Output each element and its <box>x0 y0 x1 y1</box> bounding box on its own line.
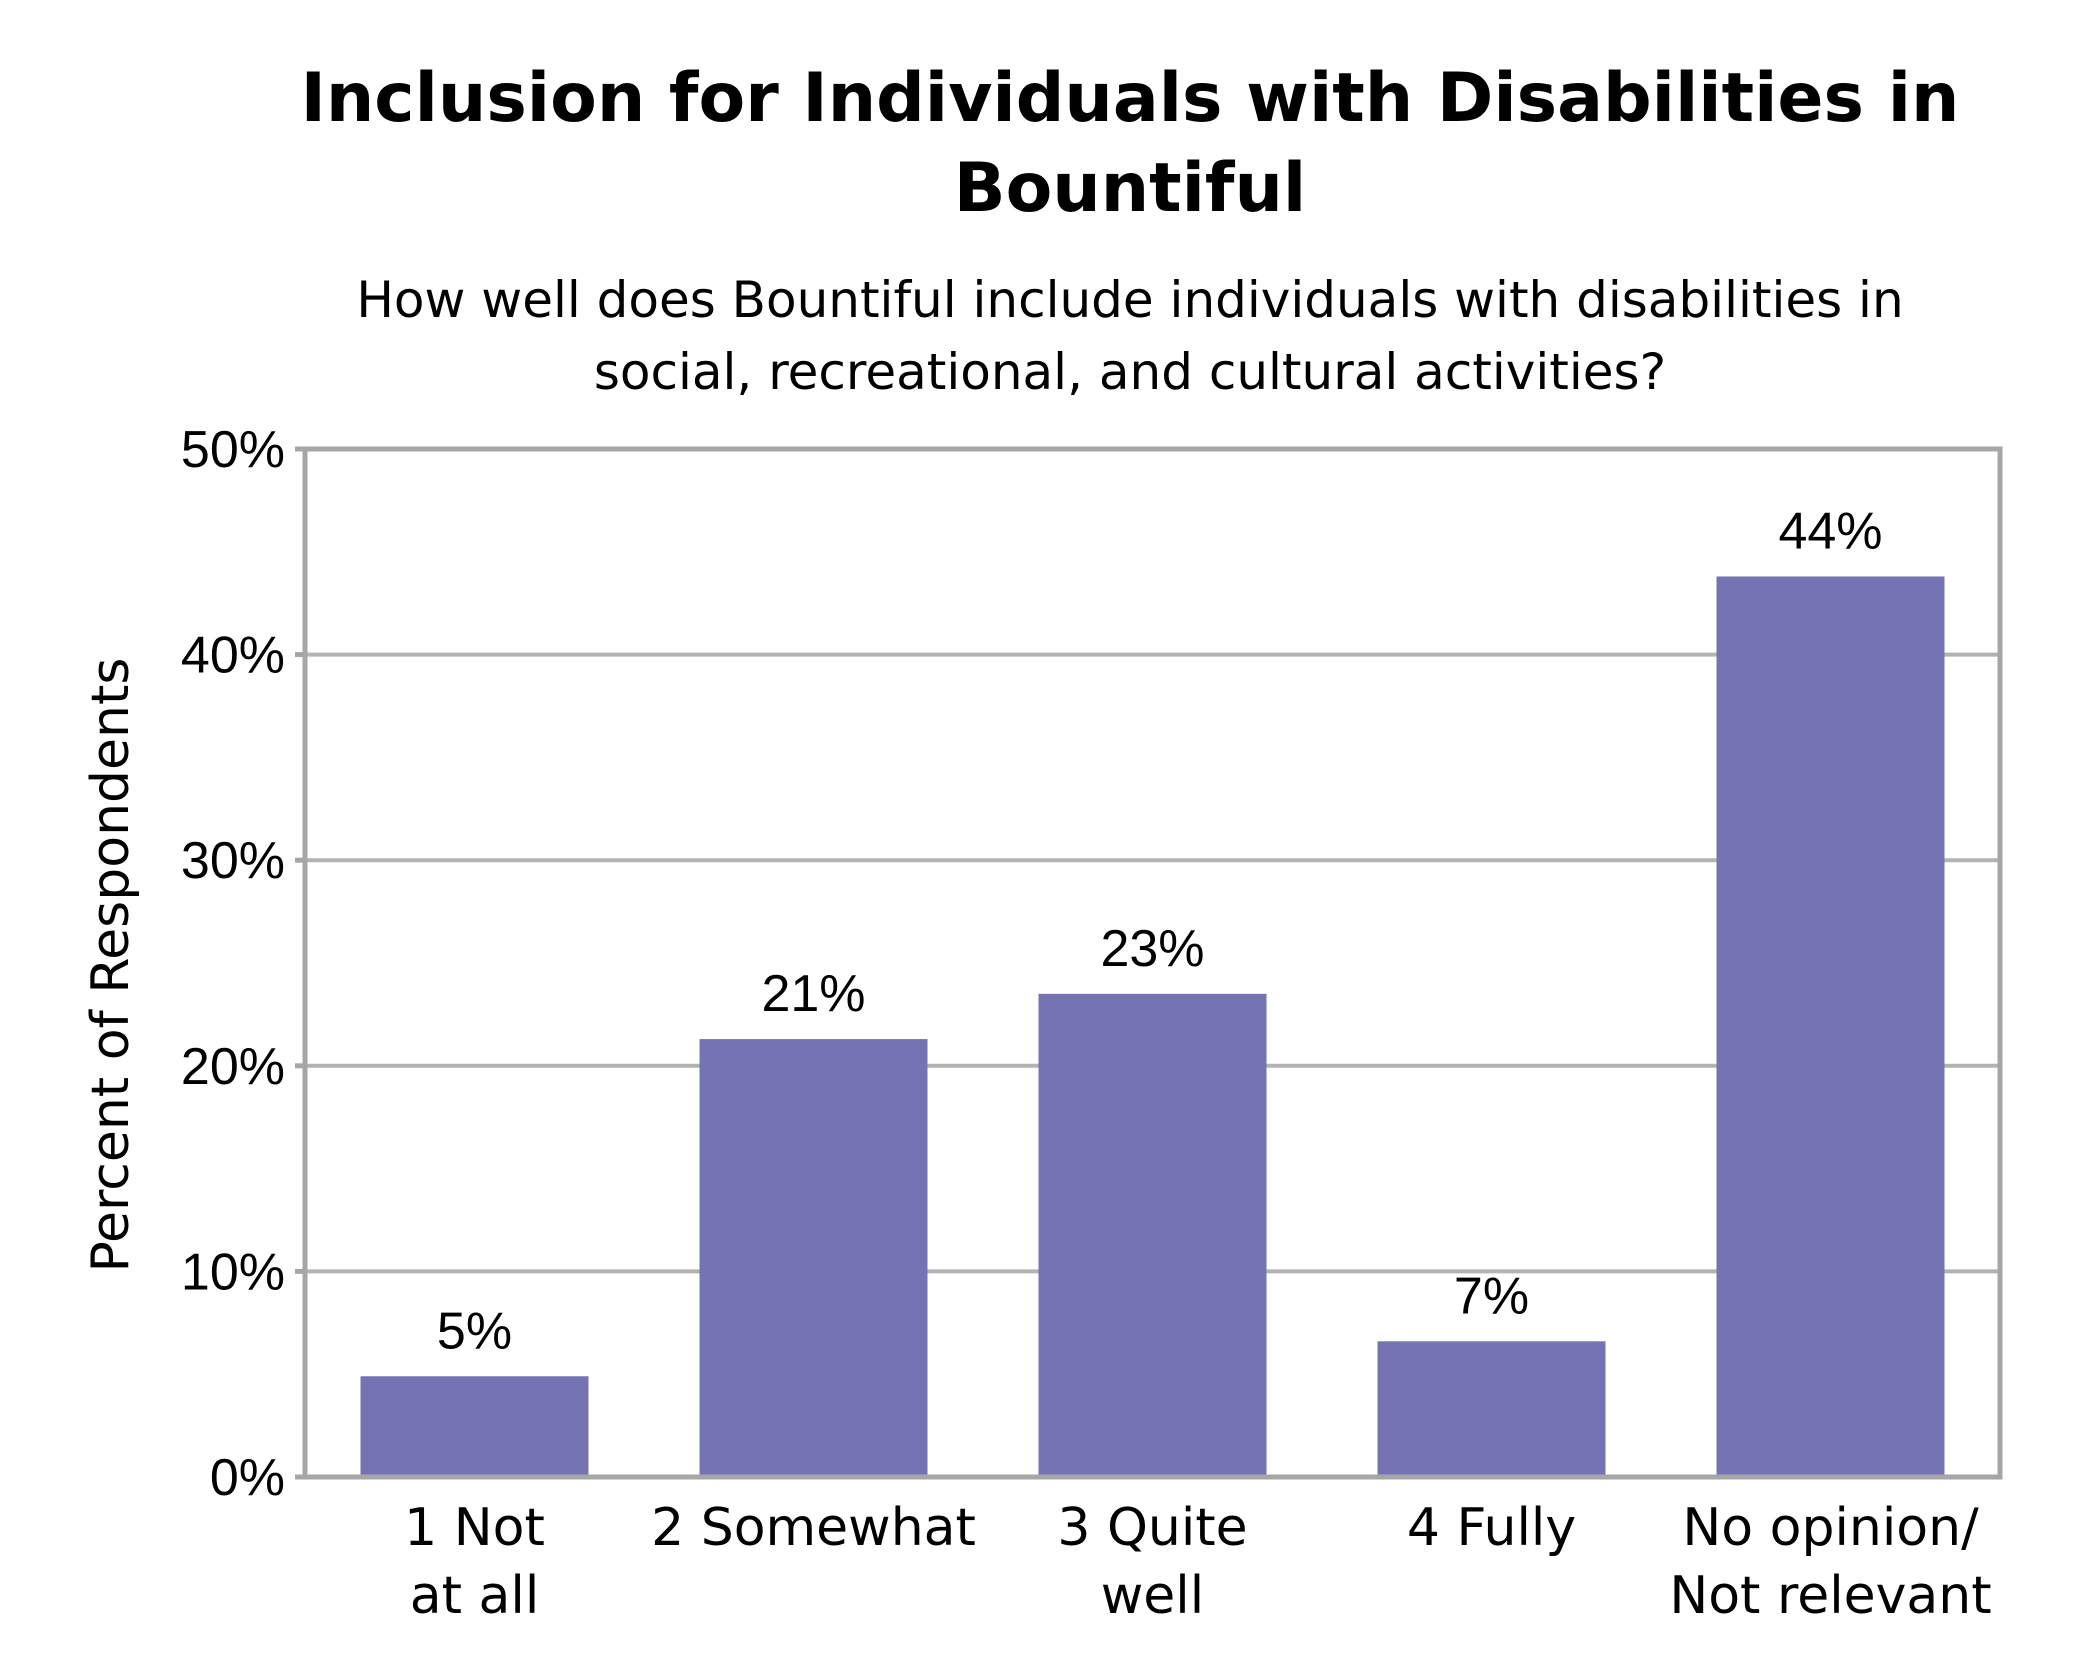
chart-title: Inclusion for Individuals with Disabilit… <box>0 54 2100 234</box>
chart-subtitle-line: social, recreational, and cultural activ… <box>593 343 1667 401</box>
x-axis-categories: 1 Not at all 2 Somewhat 3 Quite well 4 Fully N… <box>404 1498 1992 1626</box>
bar <box>1038 993 1267 1477</box>
bar <box>1716 576 1945 1477</box>
y-axis-ticks: 0% 10% 20% 30% 40% 50% <box>181 421 285 1507</box>
data-label: 23% <box>1100 920 1204 978</box>
chart-title-line: Inclusion for Individuals with Disabilit… <box>300 59 1960 138</box>
chart-title-line: Bountiful <box>953 149 1307 228</box>
data-label: 44% <box>1778 502 1882 560</box>
data-label: 7% <box>1454 1267 1529 1325</box>
data-label: 5% <box>437 1302 512 1360</box>
x-category-label: 4 Fully <box>1407 1498 1576 1558</box>
x-category-label: No opinion/ <box>1682 1498 1979 1558</box>
x-category-label: 1 Not <box>404 1498 545 1558</box>
y-tick-label: 40% <box>181 627 285 685</box>
x-category-label: 3 Quite <box>1057 1498 1247 1558</box>
bar <box>360 1376 589 1477</box>
data-labels: 5% 21% 23% 7% 44% <box>437 502 1883 1360</box>
x-category-label: well <box>1101 1566 1204 1626</box>
plot-frame <box>295 446 2003 1480</box>
plot-border <box>302 446 2003 1480</box>
chart-subtitle-line: How well does Bountiful include individu… <box>356 271 1904 329</box>
y-tick-label: 30% <box>181 832 285 890</box>
y-tick-label: 50% <box>181 421 285 479</box>
data-label: 21% <box>761 965 865 1023</box>
y-tick-label: 0% <box>210 1449 285 1507</box>
chart-subtitle: How well does Bountiful include individu… <box>0 264 2100 408</box>
bars <box>360 576 1945 1477</box>
x-category-label: 2 Somewhat <box>651 1498 976 1558</box>
y-axis-title: Percent of Respondents <box>81 658 141 1273</box>
y-tick-label: 10% <box>181 1243 285 1301</box>
bar <box>1377 1341 1606 1477</box>
x-category-label: Not relevant <box>1669 1566 1991 1626</box>
y-tick-label: 20% <box>181 1038 285 1096</box>
x-category-label: at all <box>410 1566 540 1626</box>
bar <box>699 1039 928 1477</box>
